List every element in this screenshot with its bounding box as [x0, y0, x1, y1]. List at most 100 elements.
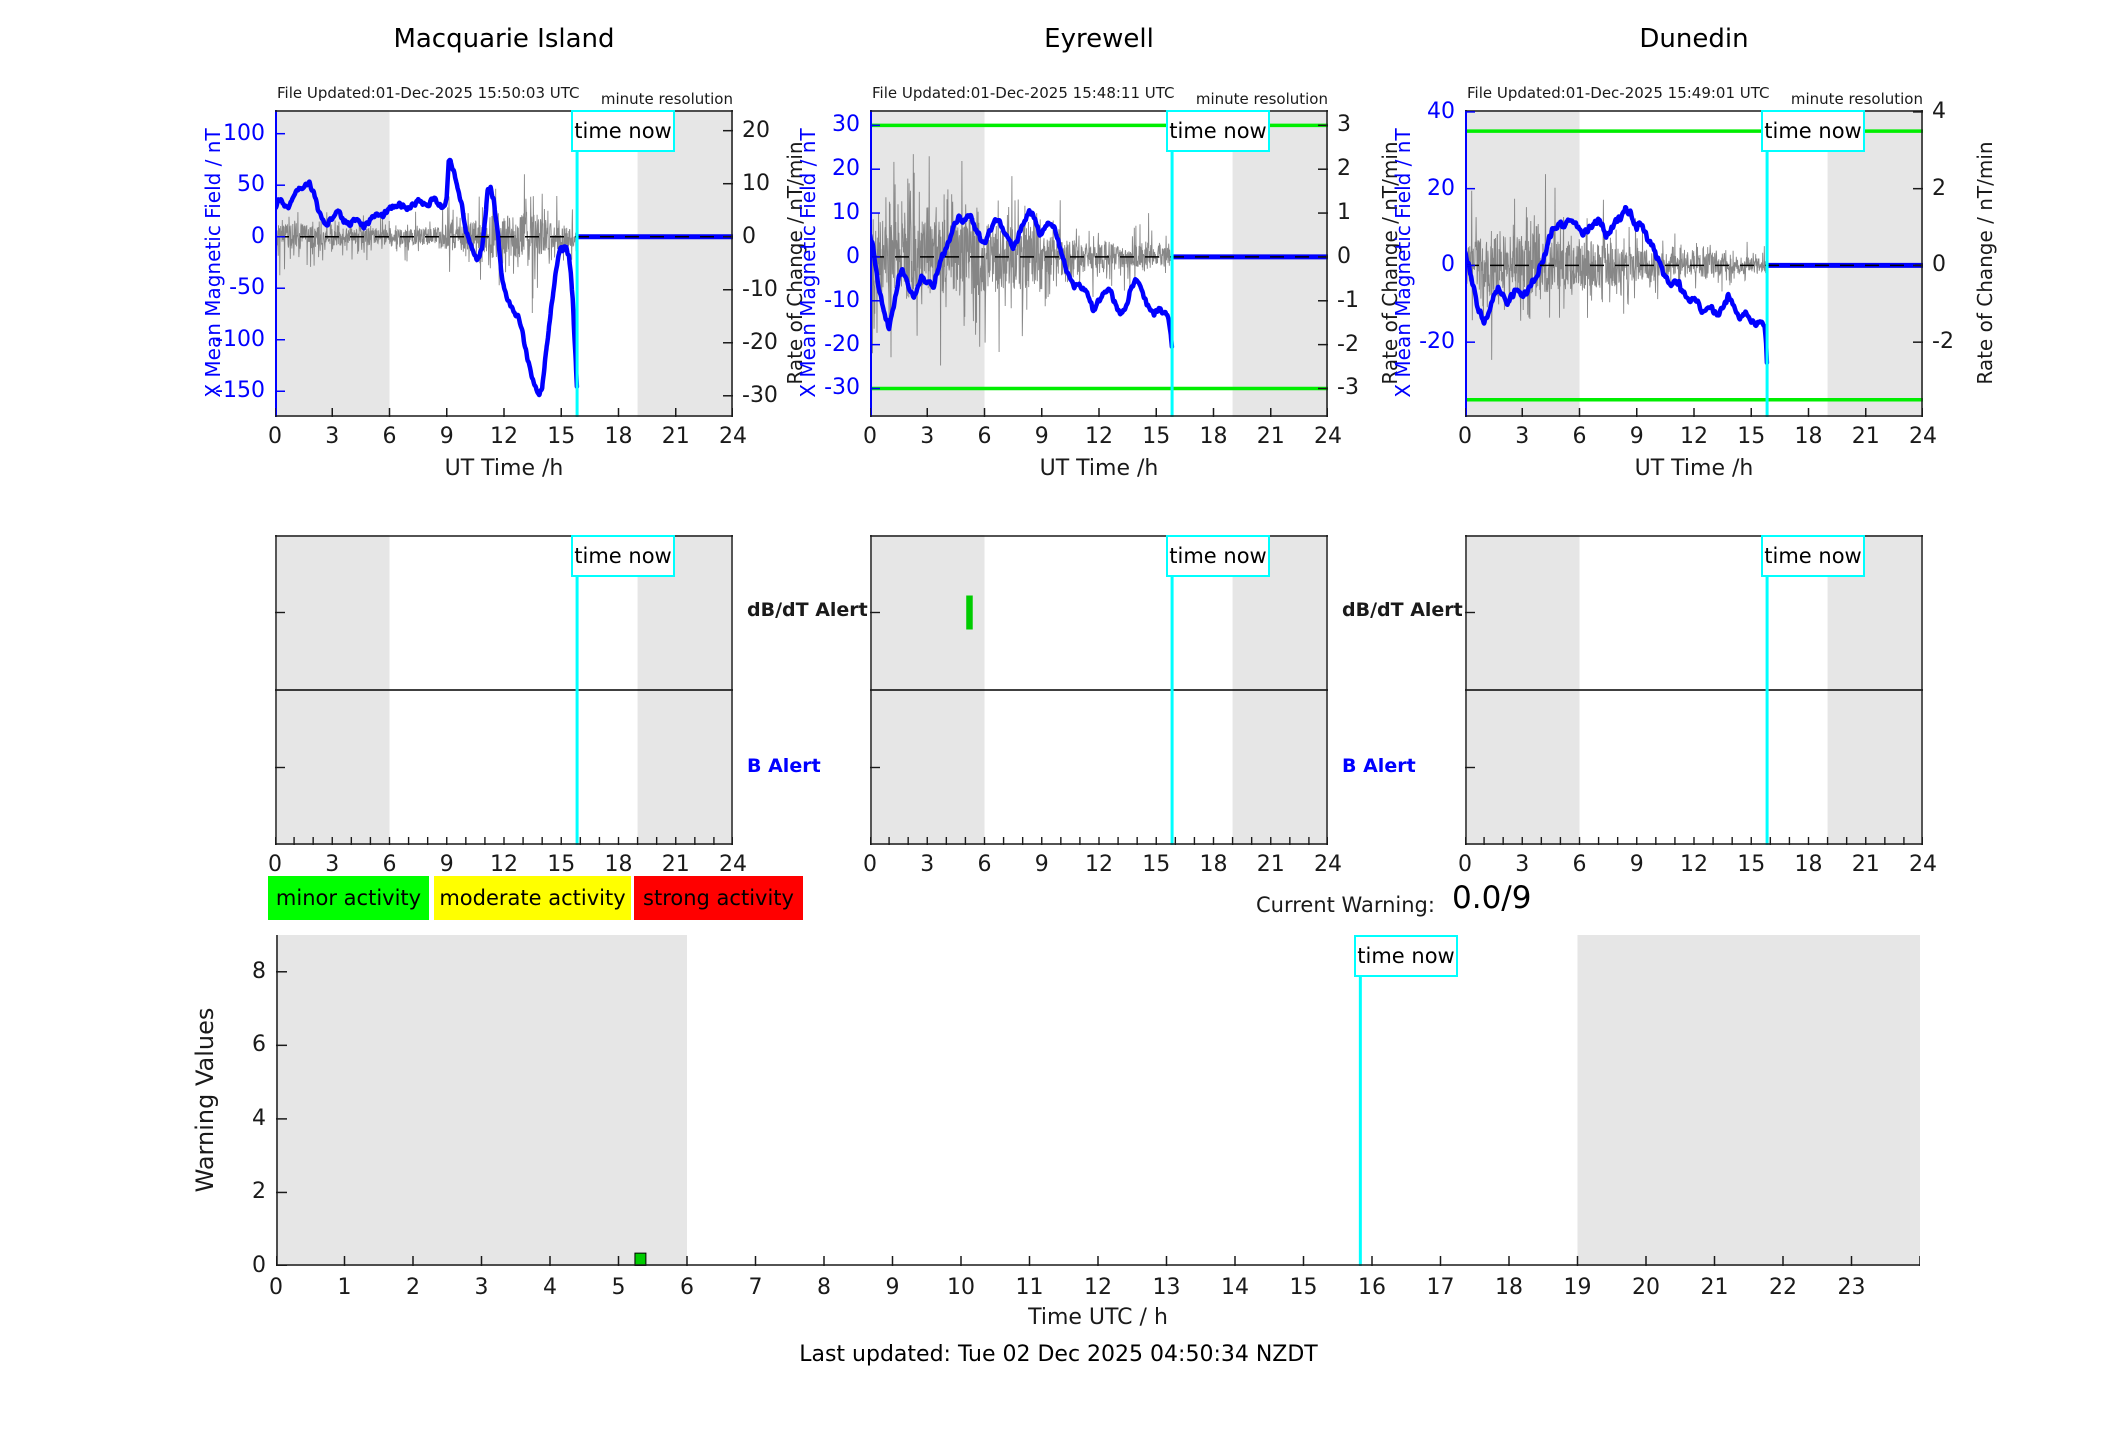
alert-chart-svg: [275, 535, 733, 845]
x-tick-label: 6: [1572, 852, 1587, 877]
station-chart-svg: [870, 110, 1328, 417]
x-tick-label: 11: [1015, 1275, 1044, 1300]
dbdt-alert-label: dB/dT Alert: [747, 599, 868, 621]
x-tick-label: 18: [1794, 424, 1823, 449]
x-tick-label: 12: [1680, 852, 1708, 877]
x-tick-label: 0: [268, 852, 282, 877]
x-tick-label: 18: [1199, 852, 1228, 877]
y-tick-label: 20: [832, 156, 860, 182]
x-tick-label: 15: [1737, 852, 1766, 877]
x-tick-label: 24: [1909, 852, 1937, 877]
y-tick-label: -20: [824, 331, 860, 357]
x-tick-label: 3: [325, 424, 340, 449]
x-tick-label: 15: [1142, 424, 1171, 449]
x-axis-label: UT Time /h: [1634, 456, 1754, 481]
file-updated-label: File Updated:01-Dec-2025 15:50:03 UTC: [277, 84, 580, 102]
x-tick-label: 22: [1769, 1275, 1797, 1300]
time-now-box: time now: [1354, 935, 1458, 977]
y-tick-label: -3: [1337, 375, 1359, 401]
y-tick-label: 0: [251, 223, 265, 249]
y-tick-label: 2: [1337, 156, 1351, 182]
x-tick-label: 0: [863, 424, 877, 449]
x-tick-label: 17: [1426, 1275, 1455, 1300]
x-tick-label: 0: [1458, 852, 1472, 877]
y-tick-label: 40: [1427, 98, 1455, 124]
current-warning-value: 0.0/9: [1452, 880, 1532, 916]
y-tick-label: -2: [1337, 331, 1359, 357]
y-tick-label: -150: [215, 378, 265, 404]
page-title: Dunedin: [1639, 24, 1749, 54]
current-warning-label: Current Warning:: [1256, 893, 1435, 917]
y-tick-label: 3: [1337, 112, 1351, 138]
x-tick-label: 12: [1084, 1275, 1112, 1300]
x-tick-label: 2: [406, 1275, 420, 1300]
y-tick-label: 0: [742, 223, 756, 249]
x-tick-label: 6: [382, 852, 397, 877]
x-tick-label: 20: [1632, 1275, 1660, 1300]
y-tick-label: 8: [252, 958, 266, 984]
x-axis-label: UT Time /h: [444, 456, 564, 481]
y-tick-label: -30: [742, 382, 778, 408]
page-title: Macquarie Island: [393, 24, 615, 54]
y-tick-label: 2: [252, 1179, 266, 1205]
x-tick-label: 6: [977, 424, 992, 449]
y-tick-label: 50: [237, 172, 265, 198]
x-tick-label: 6: [1572, 424, 1587, 449]
y-tick-label: 10: [742, 170, 770, 196]
x-tick-label: 15: [547, 852, 576, 877]
station-chart-svg: [275, 110, 733, 417]
x-axis-label: Time UTC / h: [1028, 1305, 1168, 1330]
x-tick-label: 9: [439, 424, 454, 449]
alert-chart-svg: [870, 535, 1328, 845]
y-tick-label: -20: [742, 329, 778, 355]
x-tick-label: 18: [1495, 1275, 1523, 1300]
x-tick-label: 13: [1152, 1275, 1181, 1300]
x-tick-label: 6: [382, 424, 397, 449]
y-tick-label: 1: [1337, 200, 1351, 226]
x-tick-label: 3: [1515, 852, 1530, 877]
x-tick-label: 21: [1256, 424, 1285, 449]
y-tick-label: 20: [1427, 175, 1455, 201]
minute-resolution-label: minute resolution: [1195, 90, 1328, 108]
x-tick-label: 24: [1909, 424, 1937, 449]
warning-chart-svg: [276, 935, 1920, 1266]
x-tick-label: 18: [604, 852, 633, 877]
x-tick-label: 18: [604, 424, 633, 449]
legend-minor-activity: minor activity: [268, 876, 429, 920]
minute-resolution-label: minute resolution: [1790, 90, 1923, 108]
x-tick-label: 12: [490, 424, 518, 449]
x-tick-label: 18: [1794, 852, 1823, 877]
legend-strong-activity: strong activity: [634, 876, 803, 920]
x-tick-label: 3: [1515, 424, 1530, 449]
last-updated-text: Last updated: Tue 02 Dec 2025 04:50:34 N…: [799, 1342, 1318, 1367]
x-tick-label: 15: [1737, 424, 1766, 449]
x-tick-label: 9: [1034, 852, 1049, 877]
x-tick-label: 3: [474, 1275, 489, 1300]
x-tick-label: 5: [611, 1275, 626, 1300]
x-tick-label: 24: [719, 424, 747, 449]
y-tick-label: -2: [1932, 329, 1954, 355]
x-tick-label: 3: [920, 852, 935, 877]
x-tick-label: 0: [269, 1275, 283, 1300]
x-tick-label: 12: [490, 852, 518, 877]
x-tick-label: 9: [1629, 424, 1644, 449]
x-tick-label: 6: [680, 1275, 694, 1300]
time-now-box: time now: [1166, 535, 1270, 577]
y-tick-label: 4: [252, 1105, 266, 1131]
x-tick-label: 10: [947, 1275, 975, 1300]
x-tick-label: 0: [1458, 424, 1472, 449]
x-tick-label: 24: [1314, 424, 1342, 449]
dbdt-alert-label: dB/dT Alert: [1342, 599, 1463, 621]
y-axis-label-left: X Mean Magnetic Field / nT: [201, 128, 225, 398]
x-tick-label: 9: [1034, 424, 1049, 449]
time-now-box: time now: [571, 110, 675, 152]
x-tick-label: 15: [1142, 852, 1171, 877]
y-tick-label: 100: [223, 120, 265, 146]
x-tick-label: 1: [337, 1275, 352, 1300]
x-tick-label: 16: [1358, 1275, 1386, 1300]
page-title: Eyrewell: [1044, 24, 1154, 54]
x-tick-label: 9: [1629, 852, 1644, 877]
y-tick-label: -10: [824, 287, 860, 313]
x-tick-label: 18: [1199, 424, 1228, 449]
